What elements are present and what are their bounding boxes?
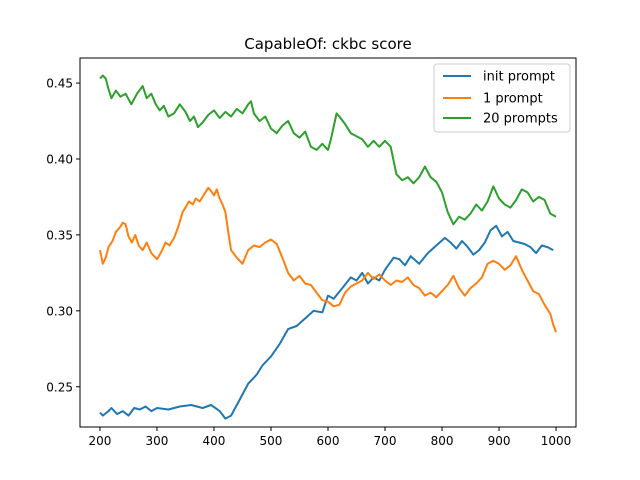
- x-tick-label: 700: [374, 434, 397, 448]
- x-tick-label: 400: [203, 434, 226, 448]
- series-line-init-prompt: [99, 224, 554, 420]
- x-tick-label: 800: [431, 434, 454, 448]
- x-tick-label: 300: [146, 434, 169, 448]
- y-tick-label: 0.45: [46, 77, 73, 91]
- chart-title: CapableOf: ckbc score: [244, 35, 411, 53]
- y-tick-label: 0.35: [46, 228, 73, 242]
- x-tick-label: 900: [488, 434, 511, 448]
- series-line-20-prompts: [99, 74, 557, 226]
- series-line-1-prompt: [99, 186, 557, 333]
- legend-box: [433, 63, 571, 133]
- legend-label-1-prompt: 1 prompt: [483, 92, 543, 107]
- x-tick-label: 600: [317, 434, 340, 448]
- y-axis-ticks: 0.25 0.30 0.35 0.40 0.45: [46, 77, 80, 394]
- plot-lines: [99, 74, 557, 420]
- legend-label-init-prompt: init prompt: [483, 70, 555, 85]
- x-tick-label: 200: [89, 434, 112, 448]
- y-tick-label: 0.40: [46, 152, 73, 166]
- y-tick-label: 0.25: [46, 380, 73, 394]
- plot-frame: [79, 57, 577, 428]
- legend: init prompt 1 prompt 20 prompts: [433, 63, 571, 133]
- y-tick-label: 0.30: [46, 304, 73, 318]
- x-axis-ticks: 200 300 400 500 600 700 800 900 1000: [89, 427, 572, 448]
- x-tick-label: 500: [260, 434, 283, 448]
- legend-label-20-prompts: 20 prompts: [483, 112, 558, 127]
- x-tick-label: 1000: [541, 434, 572, 448]
